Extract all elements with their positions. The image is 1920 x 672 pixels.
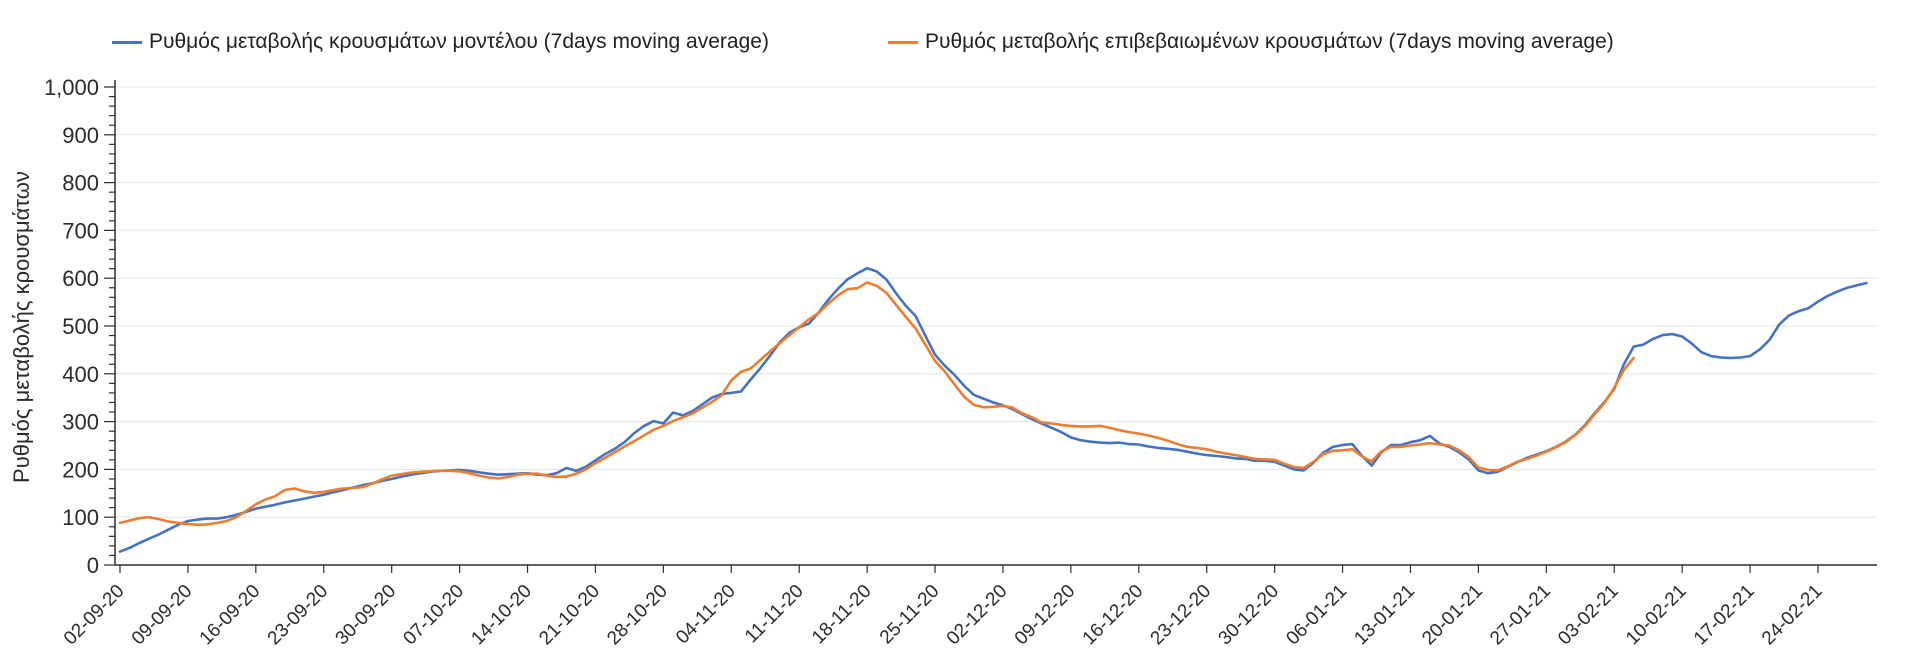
x-tick-label: 09-12-20 — [1011, 581, 1080, 650]
x-tick-label: 30-12-20 — [1215, 581, 1284, 650]
y-tick-label: 100 — [62, 505, 99, 530]
x-tick-label: 14-10-20 — [467, 581, 536, 650]
y-tick-label: 500 — [62, 314, 99, 339]
x-tick-label: 07-10-20 — [400, 581, 469, 650]
x-tick-label: 13-01-21 — [1350, 581, 1419, 650]
y-tick-label: 400 — [62, 362, 99, 387]
legend-label-model: Ρυθμός μεταβολής κρουσμάτων μοντέλου (7d… — [149, 30, 769, 53]
x-tick-label: 23-12-20 — [1147, 581, 1216, 650]
y-tick-label: 0 — [87, 553, 99, 578]
legend-line-swatch-orange — [888, 40, 918, 44]
legend-line-swatch-blue — [112, 40, 142, 44]
x-tick-label: 02-09-20 — [60, 581, 129, 650]
x-tick-label: 30-09-20 — [332, 581, 401, 650]
x-tick-label: 03-02-21 — [1554, 581, 1623, 650]
x-tick-label: 24-02-21 — [1758, 581, 1827, 650]
series-line-0 — [118, 266, 1868, 553]
x-tick-label: 16-12-20 — [1079, 581, 1148, 650]
y-tick-label: 600 — [62, 266, 99, 291]
x-tick-label: 16-09-20 — [196, 581, 265, 650]
x-tick-label: 09-09-20 — [128, 581, 197, 650]
y-tick-label: 200 — [62, 457, 99, 482]
y-axis-title: Ρυθμός μεταβολής κρουσμάτων — [9, 171, 34, 483]
x-tick-label: 17-02-21 — [1690, 581, 1759, 650]
x-tick-label: 23-09-20 — [264, 581, 333, 650]
legend-label-confirmed: Ρυθμός μεταβολής επιβεβαιωμένων κρουσμάτ… — [925, 30, 1614, 53]
x-tick-label: 06-01-21 — [1282, 581, 1351, 650]
chart-legend: Ρυθμός μεταβολής κρουσμάτων μοντέλου (7d… — [0, 30, 1920, 60]
x-tick-label: 20-01-21 — [1418, 581, 1487, 650]
x-tick-label: 04-11-20 — [672, 581, 740, 649]
y-tick-label: 900 — [62, 123, 99, 148]
series-line-1 — [118, 281, 1635, 527]
x-tick-label: 27-01-21 — [1486, 581, 1555, 650]
x-tick-label: 11-11-20 — [741, 581, 808, 648]
x-tick-label: 21-10-20 — [535, 581, 604, 650]
x-tick-label: 10-02-21 — [1622, 581, 1691, 650]
x-tick-label: 02-12-20 — [943, 581, 1012, 650]
legend-item-confirmed: Ρυθμός μεταβολής επιβεβαιωμένων κρουσμάτ… — [888, 30, 1614, 54]
x-tick-label: 18-11-20 — [808, 581, 876, 649]
x-tick-label: 28-10-20 — [603, 581, 672, 650]
y-tick-label: 300 — [62, 410, 99, 435]
y-tick-label: 700 — [62, 218, 99, 243]
y-tick-label: 800 — [62, 171, 99, 196]
x-tick-label: 25-11-20 — [876, 581, 944, 649]
legend-item-model: Ρυθμός μεταβολής κρουσμάτων μοντέλου (7d… — [112, 30, 769, 54]
y-tick-label: 1,000 — [44, 75, 99, 100]
